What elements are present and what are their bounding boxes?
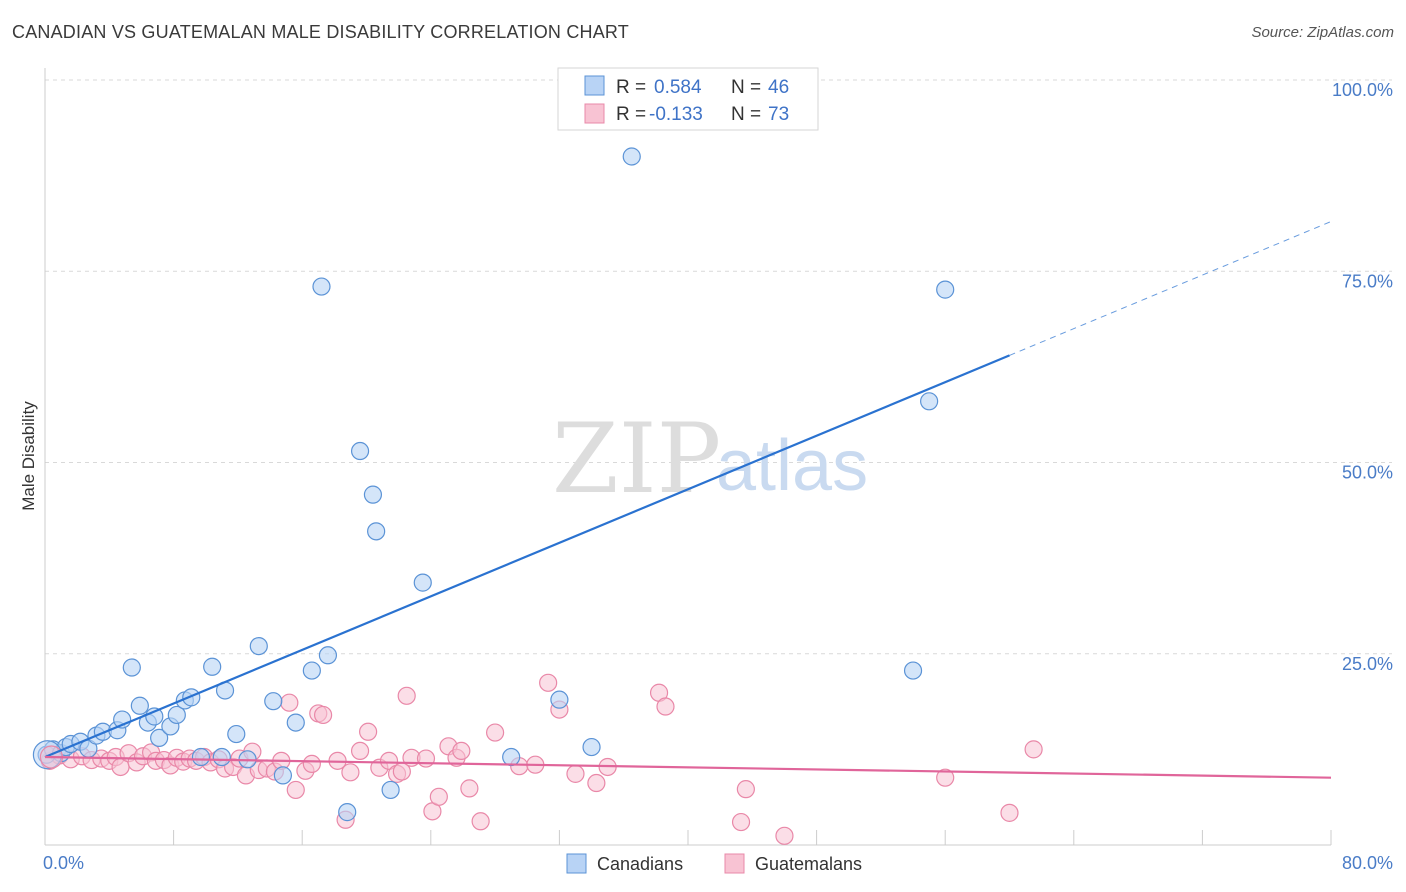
canadian-point [203,657,222,676]
y-tick-label: 100.0% [1332,80,1393,100]
legend-r-value-canadians: 0.584 [654,77,702,98]
canadian-point [227,724,246,744]
trend-lines [44,221,1332,779]
canadian-point [502,747,521,767]
guatemalan-point [452,741,471,761]
canadian-point [381,780,400,800]
canadian-trend-line [44,354,1010,759]
guatemalan-trend-line [44,755,1332,779]
legend-n-value-guatemalans: 73 [768,104,789,125]
canadian-point [312,277,331,296]
guatemalan-point [359,722,378,741]
canadian-point [936,280,955,299]
guatemalan-point [286,780,305,800]
guatemalan-point [350,741,370,761]
legend-n-label-canadians: N = [731,77,761,98]
canadian-point [150,728,169,748]
guatemalan-point [936,768,955,787]
guatemalan-point [731,812,751,832]
canadian-point [212,747,231,767]
watermark-atlas: atlas [716,426,868,506]
canadian-point [286,713,305,732]
canadian-point [122,658,141,677]
canadian-point [182,688,201,707]
y-tick-label: 50.0% [1342,463,1393,483]
x-tick-label: 0.0% [43,853,84,873]
legend-n-value-canadians: 46 [768,77,789,98]
y-tick-labels: 25.0% 50.0% 75.0% 100.0% [1332,80,1393,674]
guatemalan-point [460,779,479,798]
source-attribution: Source: ZipAtlas.com [1251,24,1394,41]
guatemalan-point [416,749,436,768]
guatemalan-point [587,773,606,793]
canadian-point [903,661,923,680]
canadian-point [622,147,641,166]
guatemalan-point [429,787,448,806]
guatemalan-point [539,673,558,692]
legend-n-label-guatemalans: N = [731,104,761,125]
grid-lines [45,79,1392,655]
legend-r-value-guatemalans: -0.133 [649,104,703,125]
legend-box: R = 0.584 N = 46 R = -0.133 N = 73 [557,67,819,131]
x-tick-label: 80.0% [1342,853,1393,873]
y-tick-label: 75.0% [1342,271,1393,291]
canadian-point [318,646,338,665]
canadian-point [363,485,383,504]
bottom-legend-swatch-guatemalans [724,853,745,874]
canadian-point [167,705,186,725]
y-tick-label: 25.0% [1342,654,1393,674]
chart-title: CANADIAN VS GUATEMALAN MALE DISABILITY C… [12,22,629,42]
guatemalan-point [486,723,505,742]
guatemalan-point [656,697,675,716]
canadian-point [191,747,211,767]
axes [44,68,1332,846]
y-axis-label: Male Disability [19,401,38,511]
canadian-point [413,573,432,592]
canadian-point [338,803,357,822]
canadian-trend-extension [1009,221,1332,356]
legend-r-label-guatemalans: R = [616,104,646,125]
legend-swatch-guatemalans [584,103,605,124]
x-tick-labels: 0.0% 80.0% [43,853,1393,873]
canadian-point [920,392,939,411]
guatemalan-point [566,764,585,783]
bottom-legend-swatch-canadians [566,853,587,874]
legend-r-label-canadians: R = [616,77,646,98]
watermark-zip: ZIP [552,403,721,515]
guatemalan-point [280,693,299,712]
watermark: ZIP atlas [552,403,868,515]
canadian-point [249,636,268,656]
bottom-legend-label-guatemalans: Guatemalans [755,854,862,874]
canadian-point [273,766,293,785]
guatemalan-point [302,754,321,774]
guatemalan-point [379,751,399,770]
bottom-legend: Canadians Guatemalans [566,853,862,874]
canadian-point [550,690,569,709]
bottom-legend-label-canadians: Canadians [597,854,683,874]
guatemalan-point [736,780,755,799]
guatemalan-point [397,686,416,705]
guatemalan-point [471,812,490,831]
canadian-point [130,696,149,715]
guatemalan-point [1000,803,1019,822]
guatemalan-point [775,826,794,845]
guatemalan-point [313,705,333,725]
canadian-point [302,661,321,680]
guatemalan-point [341,763,360,782]
legend-swatch-canadians [584,75,605,96]
canadian-point [264,692,283,711]
guatemalan-point [1024,740,1043,759]
canadian-point [367,522,386,541]
canadian-point [582,737,601,757]
canadian-point [350,441,370,461]
